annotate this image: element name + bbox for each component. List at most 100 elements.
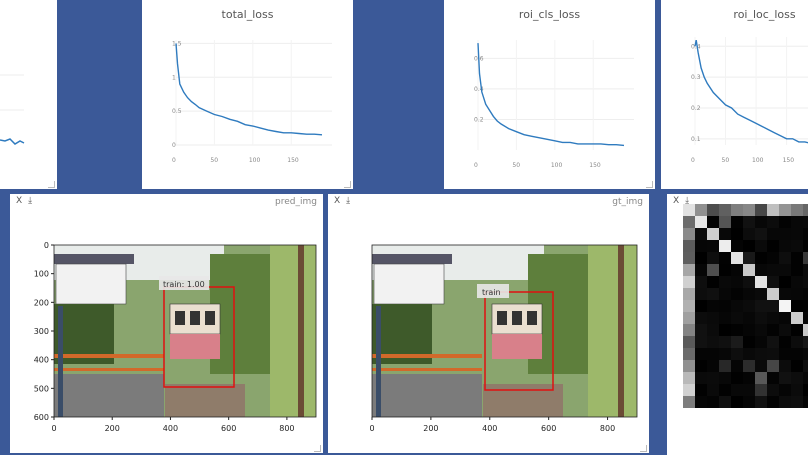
heatmap-cell [791,204,803,216]
heatmap-cell [707,360,719,372]
heatmap-cell [803,348,808,360]
heatmap-cell [719,324,731,336]
x-tick-label: 100 [752,157,764,164]
heatmap-cell [707,228,719,240]
heatmap-cell [719,288,731,300]
heatmap-cell [779,288,791,300]
heatmap-cell [719,264,731,276]
heatmap-cell [791,240,803,252]
tracks [165,384,245,417]
heatmap-cell [755,324,767,336]
heatmap-cell [707,252,719,264]
heatmap-cell [707,216,719,228]
x-tick-label: 200 [105,424,120,433]
y-tick-label: 300 [34,327,49,336]
heatmap-cell [779,204,791,216]
heatmap-cell [683,276,695,288]
window-controls: X ⤓ [334,196,356,206]
heatmap-cell [707,204,719,216]
heatmap-cell [683,348,695,360]
heatmap-cell [767,324,779,336]
heatmap-cell [683,336,695,348]
heatmap-cell [803,312,808,324]
resize-handle[interactable] [646,181,653,188]
heatmap-cell [683,384,695,396]
chart-pane-roi-loc-loss: roi_loc_loss 0.4 0.3 0.2 0.1 0 50 100 150 [661,0,808,189]
heatmap-cell [755,312,767,324]
x-tick-label: 150 [589,162,601,169]
heatmap-cell [695,324,707,336]
heatmap-cell [743,240,755,252]
heatmap-cell [695,252,707,264]
heatmap-cell [803,228,808,240]
y-tick-label: 0.1 [691,136,701,143]
heatmap-cell [779,264,791,276]
resize-handle[interactable] [314,445,321,452]
heatmap-cell [767,240,779,252]
heatmap-cell [803,276,808,288]
heatmap-cell [707,324,719,336]
chart-title: total_loss [221,8,274,21]
heatmap-pane: X ⤓ [667,194,808,455]
y-tick-label: 1 [172,74,176,81]
x-tick-label: 0 [369,424,374,433]
station-sign [373,263,445,305]
close-button[interactable]: X [334,196,341,206]
heatmap-cell [731,252,743,264]
platform [54,374,164,417]
resize-handle[interactable] [48,181,55,188]
resize-handle[interactable] [344,181,351,188]
platform [372,374,482,417]
heatmap-cell [719,384,731,396]
heatmap-cell [803,300,808,312]
download-icon[interactable]: ⤓ [28,196,33,206]
heatmap-cell [755,372,767,384]
heatmap-cell [707,264,719,276]
fence [372,354,482,358]
heatmap-cell [791,384,803,396]
heatmap-cell [695,396,707,408]
heatmap-cell [695,288,707,300]
heatmap-cell [695,300,707,312]
download-icon[interactable]: ⤓ [346,196,351,206]
heatmap-cell [731,360,743,372]
close-button[interactable]: X [16,196,23,206]
total-loss-chart: 1.5 1 0.5 0 0 50 100 150 [172,40,332,164]
heatmap-cell [743,276,755,288]
heatmap-cell [755,384,767,396]
window-label: pred_img [275,197,317,207]
gt-axes: 0 200 400 600 800 [369,244,638,433]
heatmap-cell [755,252,767,264]
bbox-label: train: 1.00 [163,280,205,289]
photo [372,245,637,417]
heatmap-cell [791,216,803,228]
bbox-label-bg [477,284,509,298]
heatmap-cell [719,336,731,348]
y-tick-label: 0.4 [474,86,484,93]
heatmap-cell [683,312,695,324]
heatmap-cell [755,228,767,240]
download-icon[interactable]: ⤓ [685,196,690,206]
chart-title: roi_loc_loss [733,8,796,21]
axes-frame [371,244,638,418]
heatmap-cell [731,276,743,288]
close-button[interactable]: X [673,196,680,206]
heatmap-cell [695,348,707,360]
resize-handle[interactable] [640,445,647,452]
heatmap-cell [779,384,791,396]
heatmap-cell [779,300,791,312]
y-tick-label: 0 [172,142,176,149]
heatmap-cell [683,372,695,384]
heatmap-cell [803,252,808,264]
heatmap-cell [683,300,695,312]
pole [618,245,624,417]
heatmap-cell [695,216,707,228]
trees-far-right [270,245,316,417]
heatmap-cell [791,360,803,372]
heatmap-cell [743,372,755,384]
x-tick-label: 400 [163,424,178,433]
y-tick-label: 0.2 [691,105,701,112]
heatmap-cell [707,288,719,300]
heatmap-cell [683,252,695,264]
x-tick-label: 150 [783,157,795,164]
